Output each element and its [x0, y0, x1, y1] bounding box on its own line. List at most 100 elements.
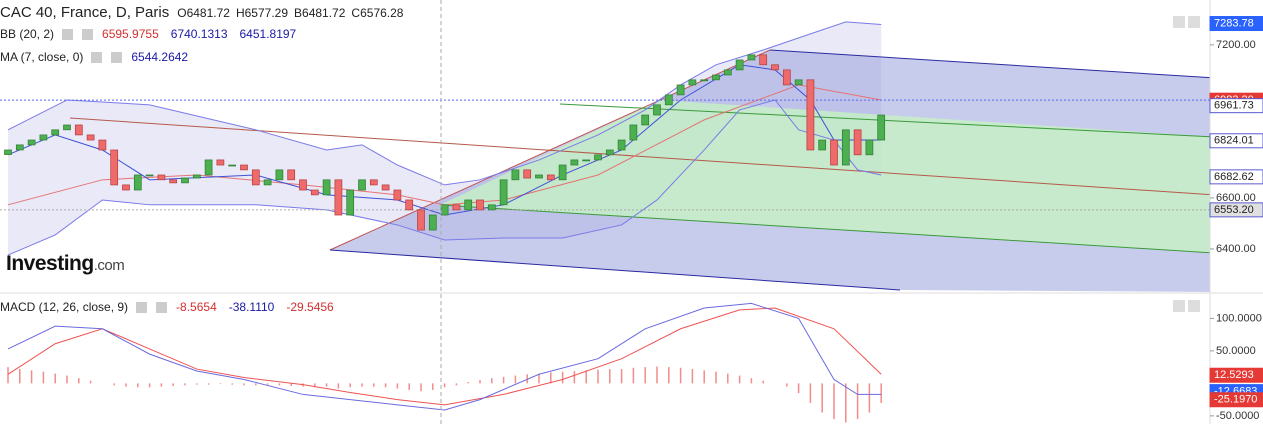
- indicator-value: 6451.8197: [239, 27, 297, 41]
- candle: [535, 174, 543, 179]
- candle: [310, 189, 319, 196]
- candle: [865, 139, 874, 156]
- candle: [546, 174, 555, 181]
- icon[interactable]: [82, 28, 94, 40]
- logo-text: Investing: [6, 252, 94, 275]
- price-label-box: [1209, 16, 1263, 32]
- pitchfork-line: [439, 204, 1210, 254]
- icon[interactable]: [62, 28, 74, 40]
- indicator-name: MA (7, close, 0): [0, 50, 84, 64]
- candle: [216, 159, 225, 166]
- candle: [782, 69, 791, 86]
- price-label: 6824.01: [1214, 135, 1254, 147]
- y-tick-label: 100.0000: [1216, 312, 1262, 324]
- indicator-values: 6595.9755 6740.1313 6451.8197: [102, 27, 296, 41]
- candle: [617, 139, 626, 151]
- ohlc-item: O6481.72: [177, 6, 230, 20]
- candle: [204, 159, 213, 176]
- candle: [818, 139, 827, 151]
- candle: [747, 54, 756, 61]
- title-row: CAC 40, France, D, Paris O6481.72 H6577.2…: [0, 4, 403, 21]
- y-tick-label: 7200.00: [1216, 39, 1256, 51]
- candle: [558, 164, 567, 181]
- candle: [877, 114, 886, 141]
- candle: [523, 169, 532, 179]
- candle: [440, 204, 449, 216]
- candle: [641, 114, 650, 126]
- candle: [240, 164, 248, 171]
- candle: [841, 129, 850, 166]
- candle: [228, 164, 237, 167]
- ohlc: O6481.72 H6577.29 B6481.72 C6576.28: [177, 6, 403, 20]
- candle: [157, 174, 166, 181]
- candle: [181, 177, 189, 184]
- candle: [452, 204, 461, 211]
- pane-button[interactable]: [1188, 16, 1200, 28]
- candle: [723, 69, 732, 76]
- pane-button[interactable]: [1173, 300, 1185, 312]
- price-label: 6682.62: [1214, 171, 1254, 183]
- candle: [122, 184, 130, 191]
- indicator-value: -38.1110: [228, 300, 275, 314]
- ohlc-item: H6577.29: [236, 6, 288, 20]
- icon[interactable]: [136, 301, 148, 313]
- signal-line: [7, 307, 882, 406]
- candle: [322, 179, 331, 196]
- logo: Investing.com: [6, 252, 125, 276]
- candle: [664, 94, 673, 106]
- candle: [629, 124, 638, 141]
- bb-legend: BB (20, 2) 6595.9755 6740.1313 6451.8197: [0, 27, 296, 41]
- icon[interactable]: [111, 51, 123, 63]
- pitchfork-lower: [329, 249, 901, 291]
- candle: [476, 199, 484, 211]
- title: CAC 40, France, D, Paris: [0, 4, 170, 21]
- candle: [98, 139, 107, 151]
- candle: [169, 179, 178, 184]
- price-label-box: [1209, 133, 1263, 149]
- bb-upper: [7, 21, 882, 186]
- ohlc-label: B: [294, 5, 303, 20]
- ohlc-item: B6481.72: [294, 6, 345, 20]
- price-label: 7283.78: [1214, 17, 1254, 29]
- ohlc-label: C: [351, 5, 361, 20]
- price-label-box: [1209, 98, 1263, 114]
- price-label: 6553.20: [1214, 204, 1254, 216]
- price-label-box: [1209, 392, 1263, 408]
- candle: [405, 199, 414, 211]
- candle: [759, 54, 768, 66]
- y-tick-label: -50.0000: [1216, 410, 1259, 422]
- candle: [688, 79, 697, 86]
- indicator-name: BB (20, 2): [0, 27, 55, 41]
- macd-line: [7, 302, 882, 411]
- icon[interactable]: [156, 301, 168, 313]
- indicator-value: -8.5654: [176, 300, 217, 314]
- candle: [263, 179, 272, 186]
- logo-suffix: .com: [93, 257, 125, 274]
- candle: [334, 179, 343, 216]
- pane-button[interactable]: [1173, 16, 1185, 28]
- candle: [4, 149, 12, 155]
- ohlc-value: 6577.29: [244, 5, 289, 20]
- candle: [830, 139, 838, 166]
- price-label-box: [1209, 367, 1263, 383]
- candle: [511, 169, 520, 181]
- icon[interactable]: [91, 51, 103, 63]
- candle: [86, 134, 95, 141]
- axis: 6400.006600.007200.007283.786983.206961.…: [1209, 16, 1263, 422]
- bb-fill: [8, 21, 882, 256]
- price-label-box: [1209, 169, 1263, 185]
- pane-button[interactable]: [1188, 300, 1200, 312]
- candle: [251, 169, 260, 186]
- candle: [39, 134, 48, 141]
- price-label: -25.1970: [1214, 394, 1257, 406]
- ohlc-item: C6576.28: [351, 6, 403, 20]
- candle: [594, 154, 602, 161]
- candle: [358, 179, 366, 191]
- ma-legend: MA (7, close, 0) 6544.2642: [0, 50, 188, 64]
- price-label: 6961.73: [1214, 100, 1254, 112]
- macd-pane: [7, 302, 882, 423]
- indicator-value: 6740.1313: [170, 27, 228, 41]
- pitchfork-upper: [769, 49, 1210, 79]
- candle: [51, 129, 60, 136]
